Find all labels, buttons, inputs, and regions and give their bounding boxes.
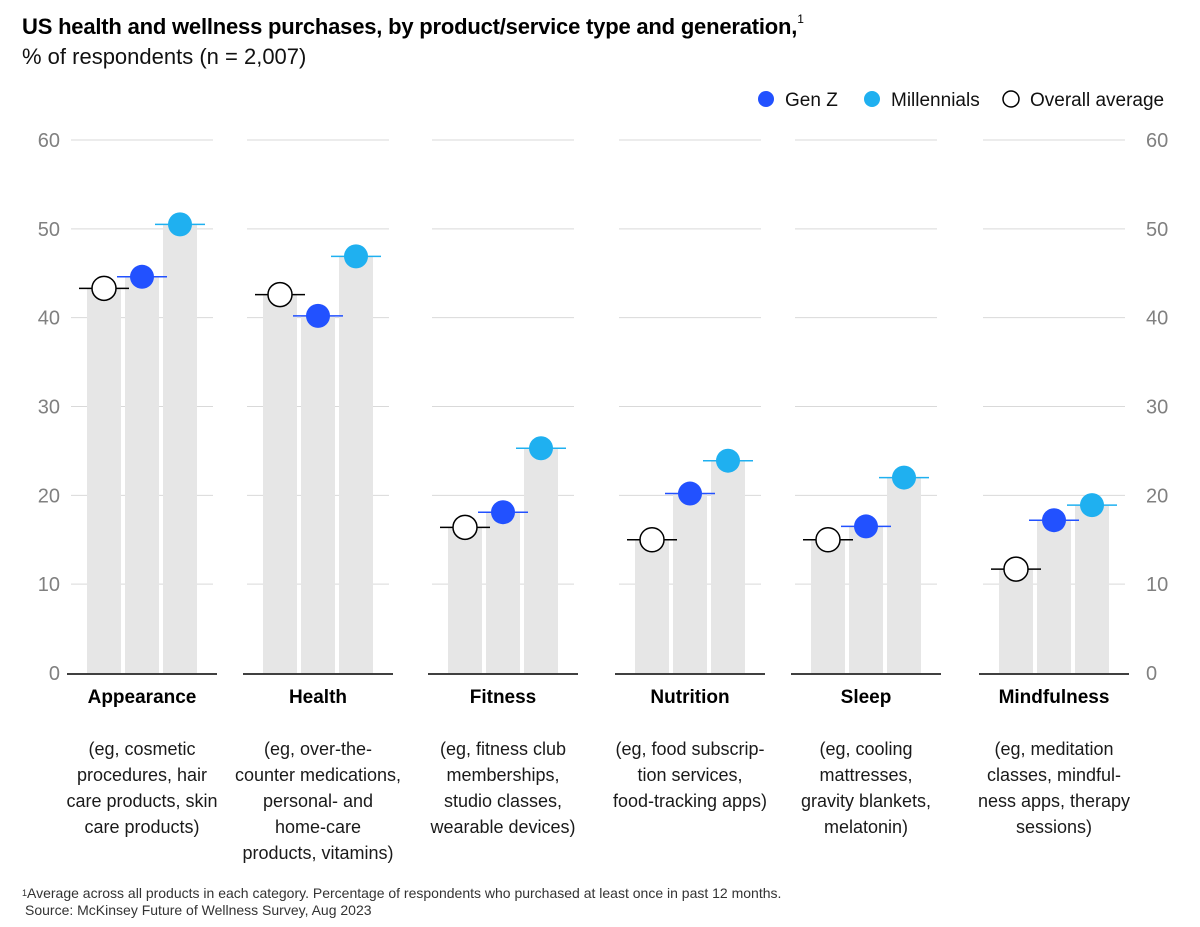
y-tick-label-left: 10 — [38, 574, 60, 596]
category-description-line: gravity blankets, — [801, 791, 931, 811]
category-description-line: products, vitamins) — [242, 843, 393, 863]
bar-gen_z — [1037, 520, 1071, 673]
data-point-overall — [452, 514, 478, 541]
category-label: Health — [289, 687, 347, 708]
category-label: Nutrition — [650, 687, 729, 708]
category-description-line: counter medications, — [235, 765, 401, 785]
data-point-overall — [267, 281, 293, 308]
category-description-line: home-care — [275, 817, 361, 837]
data-point-gen_z — [854, 514, 878, 539]
bar-millennials — [887, 477, 921, 673]
y-tick-label-right: 20 — [1146, 485, 1168, 507]
category-description-line: (eg, fitness club — [440, 739, 566, 759]
chart-title-text: US health and wellness purchases, by pro… — [22, 14, 798, 39]
chart: 0 0 10 10 20 20 30 30 40 40 50 50 60 60 Appearance (eg,… — [38, 90, 1169, 863]
data-point-gen_z — [306, 303, 330, 328]
y-tick-label-left: 30 — [38, 397, 60, 419]
legend-marker-millennials — [864, 91, 880, 107]
category-description-line: food-tracking apps) — [613, 791, 767, 811]
footnote-marker: 1 — [22, 888, 28, 898]
data-point-millennials — [344, 244, 368, 269]
data-point-millennials — [168, 212, 192, 237]
bar-millennials — [1075, 505, 1109, 673]
title-footnote-marker: 1 — [797, 12, 804, 26]
category-description-line: studio classes, — [444, 791, 562, 811]
bar-gen_z — [486, 512, 520, 673]
category-description-line: (eg, cosmetic — [88, 739, 195, 759]
category-description-line: (eg, food subscrip- — [615, 739, 764, 759]
y-tick-label-left: 40 — [38, 308, 60, 330]
bar-millennials — [163, 224, 197, 673]
y-tick-label-right: 50 — [1146, 219, 1168, 241]
category-description-line: (eg, over-the- — [264, 739, 372, 759]
data-point-millennials — [529, 436, 553, 461]
category-description-line: sessions) — [1016, 817, 1092, 837]
legend-marker-gen_z — [758, 91, 774, 107]
category-description-line: ness apps, therapy — [978, 791, 1130, 811]
bar-gen_z — [673, 493, 707, 673]
bar-millennials — [524, 448, 558, 673]
chart-subtitle: % of respondents (n = 2,007) — [22, 44, 307, 69]
y-tick-label-left: 50 — [38, 219, 60, 241]
category-description-line: care products) — [84, 817, 199, 837]
y-tick-label-right: 40 — [1146, 308, 1168, 330]
chart-title: US health and wellness purchases, by pro… — [22, 12, 804, 40]
data-point-gen_z — [678, 481, 702, 506]
y-tick-label-right: 10 — [1146, 574, 1168, 596]
bar-millennials — [711, 460, 745, 673]
source-note: Source: McKinsey Future of Wellness Surv… — [25, 902, 372, 918]
bar-gen_z — [849, 526, 883, 673]
bar-millennials — [339, 256, 373, 673]
category-label: Sleep — [841, 687, 892, 708]
data-point-millennials — [1080, 493, 1104, 518]
legend-label-gen_z: Gen Z — [785, 90, 838, 111]
y-tick-label-right: 60 — [1146, 130, 1168, 152]
legend-label-overall: Overall average — [1030, 90, 1164, 111]
footnote: 1Average across all products in each cat… — [22, 883, 781, 903]
footnote-text: Average across all products in each cate… — [27, 885, 782, 901]
category-description-line: mattresses, — [819, 765, 912, 785]
y-tick-label-right: 0 — [1146, 663, 1157, 685]
category-label: Fitness — [470, 687, 537, 708]
data-point-overall — [1003, 556, 1029, 582]
bar-overall — [635, 539, 669, 673]
data-point-overall — [815, 527, 841, 553]
category-description-line: memberships, — [446, 765, 559, 785]
legend-marker-overall — [1002, 90, 1020, 108]
category-description-line: melatonin) — [824, 817, 908, 837]
bar-gen_z — [125, 276, 159, 673]
bar-overall — [448, 527, 482, 673]
bar-overall — [811, 539, 845, 673]
data-point-millennials — [716, 448, 740, 473]
data-point-overall — [639, 527, 665, 553]
category-description-line: wearable devices) — [429, 817, 575, 837]
y-tick-label-left: 0 — [49, 663, 60, 685]
data-point-gen_z — [1042, 508, 1066, 533]
bar-gen_z — [301, 315, 335, 673]
category-description-line: procedures, hair — [77, 765, 207, 785]
bar-overall — [999, 569, 1033, 673]
data-point-gen_z — [491, 500, 515, 525]
category-description-line: (eg, cooling — [819, 739, 912, 759]
bar-overall — [263, 294, 297, 673]
category-description-line: classes, mindful- — [987, 765, 1121, 785]
data-point-gen_z — [130, 264, 154, 289]
category-description-line: care products, skin — [66, 791, 217, 811]
y-tick-label-right: 30 — [1146, 397, 1168, 419]
category-description-line: (eg, meditation — [994, 739, 1113, 759]
y-tick-label-left: 60 — [38, 130, 60, 152]
legend-label-millennials: Millennials — [891, 90, 980, 111]
data-point-overall — [91, 275, 117, 302]
y-tick-label-left: 20 — [38, 485, 60, 507]
bar-overall — [87, 288, 121, 673]
data-point-millennials — [892, 465, 916, 490]
category-label: Mindfulness — [999, 687, 1110, 708]
category-label: Appearance — [88, 687, 197, 708]
category-description-line: personal- and — [263, 791, 373, 811]
category-description-line: tion services, — [637, 765, 742, 785]
